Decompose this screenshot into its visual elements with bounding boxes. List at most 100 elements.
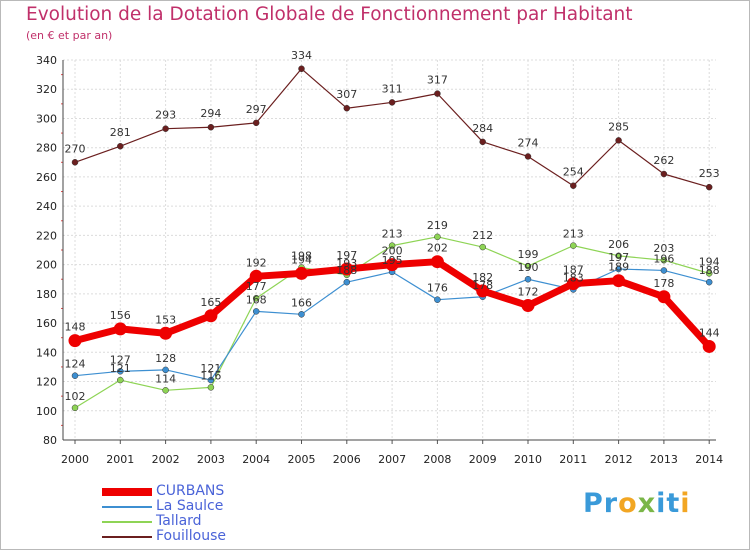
- legend-swatch-fouillouse: [102, 536, 152, 538]
- y-axis-ticks: 80 100 120 140 160 180 200 220 240 260 280 300 320 34…: [36, 54, 57, 447]
- chart-title: Evolution de la Dotation Globale de Fonc…: [26, 4, 633, 25]
- legend-label-fouillouse: Fouillouse: [156, 528, 227, 544]
- data-label-tallard: 121: [110, 362, 131, 375]
- data-label-curbans: 202: [427, 242, 448, 255]
- point-fouillouse: [343, 104, 351, 112]
- data-label-fouillouse: 281: [110, 126, 131, 139]
- x-tick-label: 2009: [469, 453, 497, 466]
- data-label-fouillouse: 262: [653, 154, 674, 167]
- point-lasaulce: [117, 368, 124, 375]
- data-label-lasaulce: 195: [382, 254, 403, 267]
- point-lasaulce: [298, 311, 305, 318]
- point-lasaulce: [705, 278, 713, 286]
- logo-letter: P: [583, 488, 604, 519]
- point-tallard: [162, 387, 169, 394]
- point-fouillouse: [660, 170, 668, 178]
- data-label-fouillouse: 294: [200, 107, 221, 120]
- data-label-lasaulce: 121: [200, 362, 221, 375]
- data-label-curbans: 189: [608, 261, 629, 274]
- point-lasaulce: [162, 366, 169, 374]
- data-label-lasaulce: 197: [608, 251, 629, 264]
- data-label-curbans: 192: [246, 256, 267, 269]
- data-label-curbans: 148: [65, 321, 86, 334]
- data-label-tallard: 213: [382, 228, 403, 241]
- y-tick-label: 180: [36, 288, 57, 301]
- data-label-fouillouse: 254: [563, 166, 584, 179]
- x-tick-label: 2014: [695, 453, 723, 466]
- data-label-fouillouse: 307: [336, 88, 357, 101]
- point-curbans: [385, 258, 399, 272]
- logo-letter: o: [618, 488, 638, 519]
- data-label-curbans: 197: [336, 249, 357, 262]
- data-label-tallard: 116: [200, 369, 221, 382]
- data-label-lasaulce: 196: [653, 252, 674, 265]
- point-curbans: [476, 284, 490, 298]
- data-label-lasaulce: 188: [699, 264, 720, 277]
- point-curbans: [295, 266, 308, 280]
- data-label-fouillouse: 293: [155, 109, 176, 122]
- point-fouillouse: [162, 125, 169, 132]
- point-fouillouse: [117, 142, 124, 150]
- logo-letter: i: [680, 488, 691, 519]
- axes: [61, 60, 716, 444]
- point-lasaulce: [252, 308, 260, 315]
- data-label-fouillouse: 297: [246, 103, 267, 116]
- data-label-tallard: 102: [65, 390, 86, 403]
- data-label-tallard: 213: [563, 228, 584, 241]
- point-curbans: [566, 277, 580, 291]
- data-label-curbans: 165: [200, 296, 221, 309]
- proxiti-logo: Proxiti: [583, 488, 691, 519]
- point-curbans: [159, 326, 173, 340]
- data-label-tallard: 194: [699, 255, 720, 268]
- y-tick-label: 260: [36, 171, 57, 184]
- data-label-tallard: 203: [653, 242, 674, 255]
- x-tick-label: 2008: [423, 453, 451, 466]
- point-lasaulce: [434, 296, 441, 303]
- point-curbans: [430, 255, 444, 269]
- data-label-curbans: 172: [518, 286, 539, 299]
- series-group: [68, 65, 716, 412]
- x-tick-label: 2004: [242, 453, 270, 466]
- data-label-fouillouse: 284: [472, 122, 493, 135]
- legend-label-la-saulce: La Saulce: [156, 498, 224, 514]
- data-label-curbans: 144: [699, 326, 720, 339]
- y-tick-label: 280: [36, 142, 57, 155]
- y-tick-label: 120: [36, 376, 57, 389]
- data-label-tallard: 198: [291, 250, 312, 263]
- data-label-tallard: 212: [472, 229, 493, 242]
- point-curbans: [657, 290, 671, 304]
- legend-label-tallard: Tallard: [156, 513, 202, 529]
- y-tick-label: 200: [36, 259, 57, 272]
- x-axis-ticks: 2000 2001 2002 2003 2004 2005 2006 2007 2008 2009…: [61, 453, 723, 466]
- y-tick-label: 160: [36, 317, 57, 330]
- chart-subtitle: (en € et par an): [26, 29, 113, 42]
- point-curbans: [68, 334, 82, 348]
- y-tick-label: 340: [36, 54, 57, 67]
- data-label-lasaulce: 178: [472, 279, 493, 292]
- data-label-tallard: 177: [246, 280, 267, 293]
- data-label-curbans: 153: [155, 313, 176, 326]
- point-tallard: [207, 384, 215, 391]
- legend-item-fouillouse: Fouillouse: [102, 528, 332, 545]
- point-lasaulce: [660, 267, 668, 274]
- x-tick-label: 2010: [514, 453, 542, 466]
- x-tick-label: 2002: [152, 453, 180, 466]
- point-curbans: [702, 339, 716, 353]
- point-tallard: [705, 270, 713, 277]
- legend: CURBANS La Saulce Tallard Fouillouse: [102, 484, 332, 545]
- point-tallard: [570, 242, 577, 249]
- data-label-lasaulce: 124: [65, 358, 86, 371]
- point-fouillouse: [570, 182, 577, 189]
- point-curbans: [612, 274, 626, 288]
- data-label-lasaulce: 168: [246, 293, 267, 306]
- data-label-curbans: 187: [563, 264, 584, 277]
- data-label-curbans: 200: [382, 245, 403, 258]
- point-curbans: [521, 299, 535, 313]
- point-fouillouse: [705, 183, 713, 191]
- data-label-tallard: 206: [608, 238, 629, 251]
- logo-letter: x: [637, 488, 657, 519]
- y-tick-label: 300: [36, 112, 57, 125]
- point-tallard: [479, 243, 486, 251]
- data-label-fouillouse: 317: [427, 74, 448, 87]
